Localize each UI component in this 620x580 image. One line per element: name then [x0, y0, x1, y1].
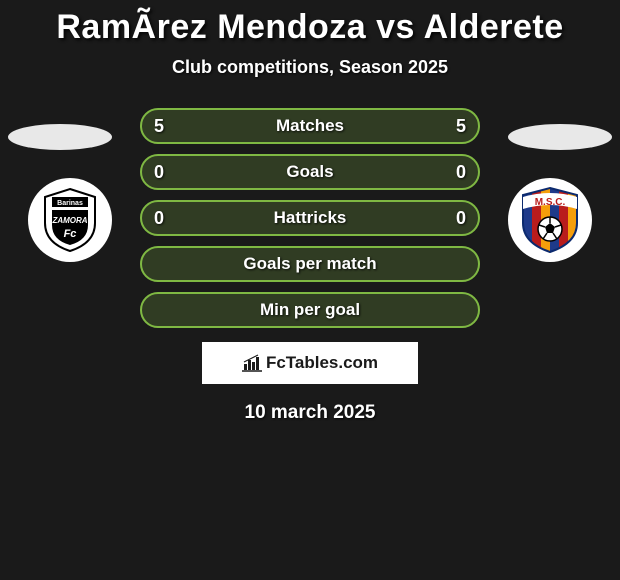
player-right-oval [508, 124, 612, 150]
club-badge-left: Barinas ZAMORA Fc [28, 178, 112, 262]
date-label: 10 march 2025 [0, 402, 620, 424]
player-left-oval [8, 124, 112, 150]
svg-text:Fc: Fc [64, 228, 77, 240]
zamora-crest-icon: Barinas ZAMORA Fc [35, 185, 105, 255]
stat-label: Goals per match [140, 246, 480, 282]
svg-text:Barinas: Barinas [57, 200, 83, 207]
credit-box: FcTables.com [202, 342, 418, 384]
stat-label: Matches [140, 108, 480, 144]
stat-label: Min per goal [140, 292, 480, 328]
stat-row: Min per goal [140, 292, 480, 328]
stat-row: 55Matches [140, 108, 480, 144]
credit-label: FcTables.com [266, 353, 378, 373]
svg-text:M.S.C.: M.S.C. [535, 197, 566, 208]
stat-row: 00Goals [140, 154, 480, 190]
bar-chart-icon [242, 354, 262, 372]
msc-crest-icon: M.S.C. [513, 183, 587, 257]
stat-row: Goals per match [140, 246, 480, 282]
subtitle: Club competitions, Season 2025 [0, 57, 620, 78]
stat-row: 00Hattricks [140, 200, 480, 236]
svg-text:ZAMORA: ZAMORA [51, 216, 87, 225]
club-badge-right: M.S.C. [508, 178, 592, 262]
stat-label: Goals [140, 154, 480, 190]
stat-label: Hattricks [140, 200, 480, 236]
page-title: RamÃ­rez Mendoza vs Alderete [0, 8, 620, 47]
